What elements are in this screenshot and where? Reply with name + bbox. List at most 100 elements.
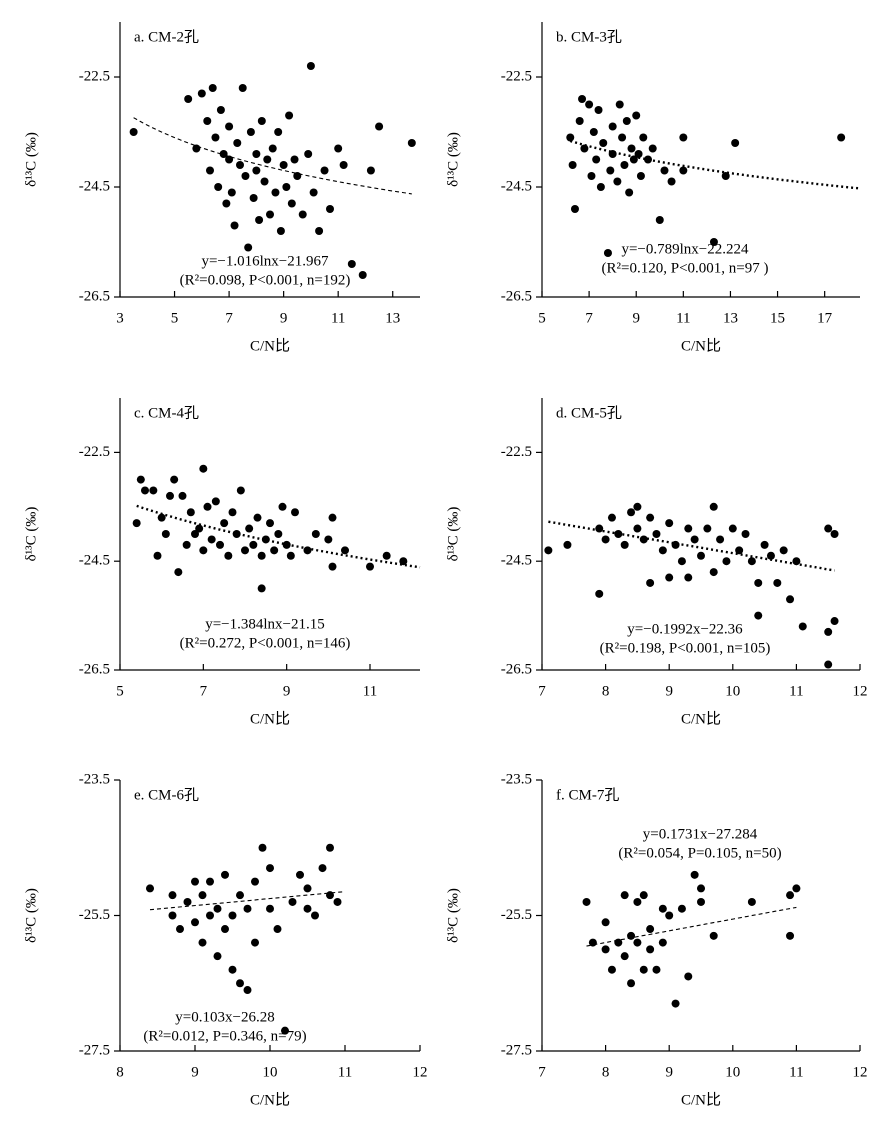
data-point [326,843,334,852]
data-point [629,155,638,164]
data-point [578,95,587,103]
trend-line [136,504,421,569]
panel: -22.5 -24.5 -26.5 5 7 9 11 c. CM-4孔 C/N比 δ¹³C (‰)… [23,398,421,727]
fit-stats: (R²=0.198, P<0.001, n=105) [600,640,771,656]
data-point [281,1026,289,1035]
data-point [174,568,183,577]
data-point [271,188,280,197]
panel-title: c. CM-4孔 [134,404,199,421]
data-point [153,551,162,560]
data-point [671,540,680,549]
data-point [282,183,291,191]
data-point [266,519,274,528]
y-tick-label: -24.5 [79,178,110,194]
x-tick-label: 9 [280,310,288,326]
data-point [599,139,608,147]
data-point [684,573,693,582]
data-point [268,144,277,153]
data-point [220,519,229,528]
data-point [241,172,250,180]
y-axis-label: δ¹³C (‰) [445,507,461,562]
data-point [198,938,207,947]
y-tick-label: -22.5 [501,68,532,84]
data-point [636,172,645,180]
data-point [245,524,254,533]
data-point [311,530,320,538]
y-tick-label: -25.5 [79,907,110,923]
y-tick-label: -26.5 [79,661,110,677]
trend-line [149,891,346,911]
data-point [760,540,769,549]
data-point [183,897,192,906]
x-tick-label: 11 [676,310,690,326]
data-point [266,904,274,913]
x-tick-label: 8 [116,1064,124,1080]
data-point [191,918,199,927]
data-point [716,535,725,544]
data-point [399,557,408,566]
data-point [198,891,207,900]
data-point [592,155,601,164]
data-point [290,155,299,164]
data-point [328,513,337,522]
x-tick-label: 7 [200,683,208,699]
data-point [633,524,642,533]
data-point [203,502,212,511]
data-point [228,911,237,920]
data-point [236,891,244,900]
data-point [671,999,680,1008]
data-point [230,221,239,230]
data-point [679,166,688,175]
data-point [206,166,214,175]
x-tick-label: 12 [853,1064,868,1080]
data-point [257,117,266,125]
data-point [279,161,288,169]
data-point [639,965,648,974]
data-point [614,530,623,538]
data-point [182,540,191,549]
x-tick-label: 11 [338,1064,352,1080]
x-tick-label: 17 [817,310,833,326]
fit-equation: y=−0.789lnx−22.224 [621,241,749,257]
fit-stats: (R²=0.098, P<0.001, n=192) [180,272,351,288]
data-point [199,546,208,555]
data-point [773,578,782,587]
data-point [582,897,591,906]
data-point [366,166,375,175]
data-point [620,540,629,549]
data-point [594,106,603,114]
data-point [274,530,283,538]
trend-line [548,520,835,572]
data-point [646,945,655,954]
fit-stats: (R²=0.012, P=0.346, n=79) [143,1028,306,1044]
data-point [375,122,384,131]
data-point [544,546,553,555]
data-point [627,931,636,940]
data-point [293,172,302,180]
data-point [741,530,750,538]
y-tick-label: -23.5 [501,771,532,787]
y-axis-label: δ¹³C (‰) [23,132,39,187]
data-point [318,864,327,873]
data-point [792,884,801,893]
data-point [334,144,343,153]
data-point [679,133,688,142]
data-point [646,513,655,522]
data-point [607,965,616,974]
data-point [303,884,312,893]
panel: -22.5 -24.5 -26.5 5 7 9 11 13 15 17 b. CM-3孔 C/N比 δ¹… [445,22,861,354]
fit-stats: (R²=0.272, P<0.001, n=146) [180,635,351,651]
x-tick-label: 3 [116,310,124,326]
data-point [243,904,252,913]
data-point [236,486,245,495]
data-point [339,161,348,169]
data-point [665,573,674,582]
data-point [320,166,329,175]
data-point [232,530,241,538]
data-point [251,938,259,947]
data-point [161,530,170,538]
data-point [824,627,833,636]
data-point [620,891,629,900]
x-tick-label: 7 [538,1064,546,1080]
data-point [627,508,636,517]
